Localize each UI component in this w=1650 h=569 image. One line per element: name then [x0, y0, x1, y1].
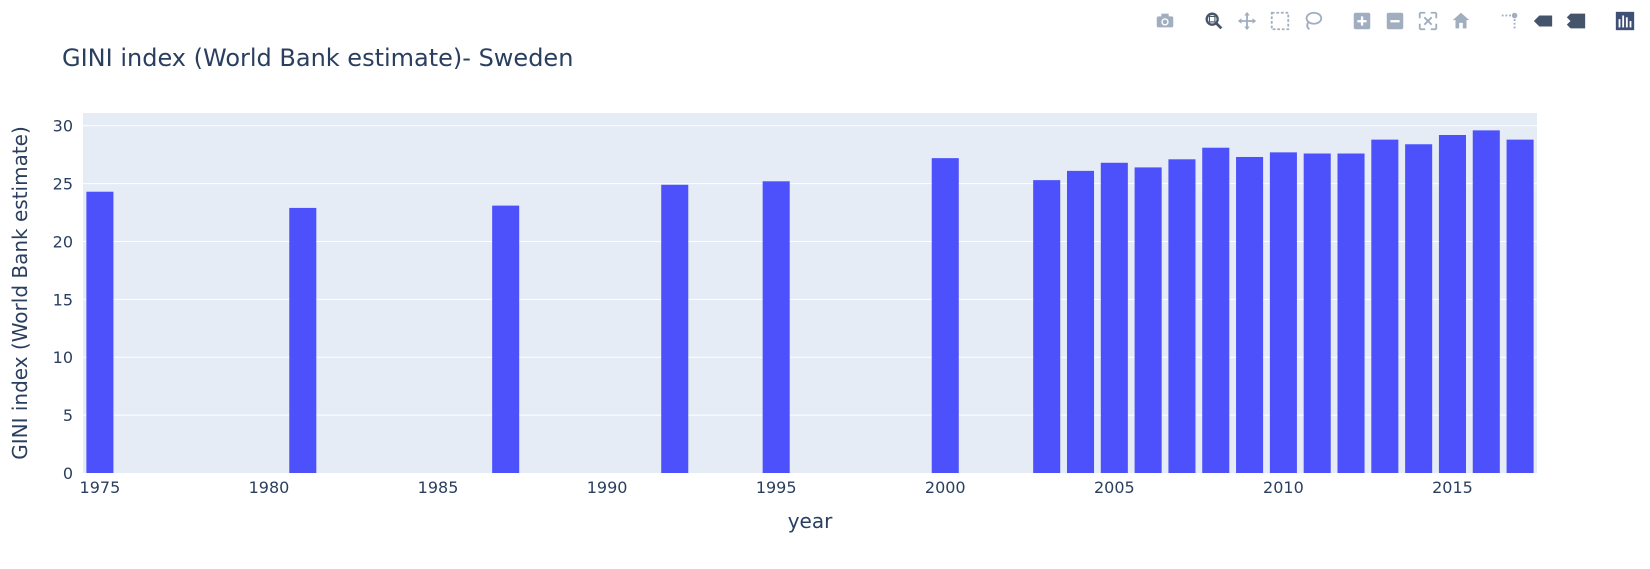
box-select-icon: [1270, 11, 1289, 31]
bar-2014[interactable]: [1405, 144, 1433, 473]
y-tick-label: 20: [53, 232, 73, 251]
bar-2005[interactable]: [1100, 162, 1128, 474]
bar-1981[interactable]: [289, 207, 317, 473]
autoscale-button[interactable]: [1412, 6, 1443, 36]
plotly-logo-button[interactable]: [1609, 6, 1640, 36]
bar-1992[interactable]: [661, 184, 689, 473]
bar-1995[interactable]: [762, 181, 790, 473]
y-tick-label: 10: [53, 348, 73, 367]
zoom-in-icon: [1353, 12, 1370, 30]
x-tick-label: 1995: [756, 478, 797, 497]
bar-2013[interactable]: [1371, 139, 1399, 474]
y-tick-label: 5: [63, 406, 73, 425]
zoom-icon: [1205, 12, 1222, 30]
x-axis-ticks: 1975 1980 1985 1990 1995 2000 2005 2010 2015: [80, 478, 1473, 497]
x-tick-label: 2010: [1263, 478, 1304, 497]
y-tick-label: 25: [53, 175, 73, 194]
bar-2008[interactable]: [1202, 147, 1230, 473]
x-tick-label: 1980: [249, 478, 290, 497]
bar-2010[interactable]: [1269, 152, 1297, 473]
hover-closest-icon: [1533, 15, 1552, 27]
y-axis-ticks: 0 5 10 15 20 25 30: [53, 117, 73, 483]
bar-2009[interactable]: [1236, 156, 1264, 474]
hover-closest-button[interactable]: [1527, 6, 1558, 36]
zoom-button[interactable]: [1198, 6, 1229, 36]
modebar: [1149, 4, 1640, 38]
bar-2015[interactable]: [1438, 134, 1466, 473]
bar-2012[interactable]: [1337, 153, 1365, 473]
hover-compare-icon: [1566, 13, 1585, 29]
bar-2007[interactable]: [1168, 159, 1196, 473]
bar-2004[interactable]: [1066, 170, 1095, 473]
autoscale-icon: [1418, 11, 1437, 31]
bar-2006[interactable]: [1134, 167, 1162, 473]
y-axis-title: GINI index (World Bank estimate): [8, 126, 32, 460]
spike-lines-button[interactable]: [1494, 6, 1525, 36]
chart-title: GINI index (World Bank estimate)- Sweden: [62, 44, 574, 72]
zoom-out-button[interactable]: [1379, 6, 1410, 36]
bar-2000[interactable]: [931, 158, 959, 473]
reset-axes-icon: [1452, 12, 1469, 29]
pan-button[interactable]: [1231, 6, 1262, 36]
x-tick-label: 2015: [1432, 478, 1473, 497]
y-tick-label: 30: [53, 117, 73, 136]
lasso-select-button[interactable]: [1297, 6, 1328, 36]
lasso-select-icon: [1305, 11, 1322, 30]
reset-axes-button[interactable]: [1445, 6, 1476, 36]
bar-2017[interactable]: [1506, 139, 1534, 474]
hover-compare-button[interactable]: [1560, 6, 1591, 36]
bar-1987[interactable]: [492, 205, 520, 474]
zoom-out-icon: [1386, 12, 1403, 30]
camera-button[interactable]: [1149, 6, 1180, 36]
y-tick-label: 0: [63, 464, 73, 483]
box-select-button[interactable]: [1264, 6, 1295, 36]
plotly-logo-icon: [1615, 11, 1634, 31]
bar-2011[interactable]: [1303, 153, 1331, 473]
pan-icon: [1237, 11, 1256, 31]
x-tick-label: 1975: [80, 478, 121, 497]
bar-1975[interactable]: [86, 191, 114, 474]
bars: [86, 130, 1534, 474]
x-axis-title: year: [788, 509, 833, 533]
zoom-in-button[interactable]: [1346, 6, 1377, 36]
x-tick-label: 2000: [925, 478, 966, 497]
x-tick-label: 2005: [1094, 478, 1135, 497]
x-tick-label: 1990: [587, 478, 628, 497]
x-tick-label: 1985: [418, 478, 459, 497]
spike-lines-icon: [1501, 12, 1517, 30]
bar-2016[interactable]: [1472, 130, 1500, 473]
bar-2003[interactable]: [1033, 180, 1061, 474]
y-tick-label: 15: [53, 290, 73, 309]
camera-icon: [1156, 13, 1173, 28]
